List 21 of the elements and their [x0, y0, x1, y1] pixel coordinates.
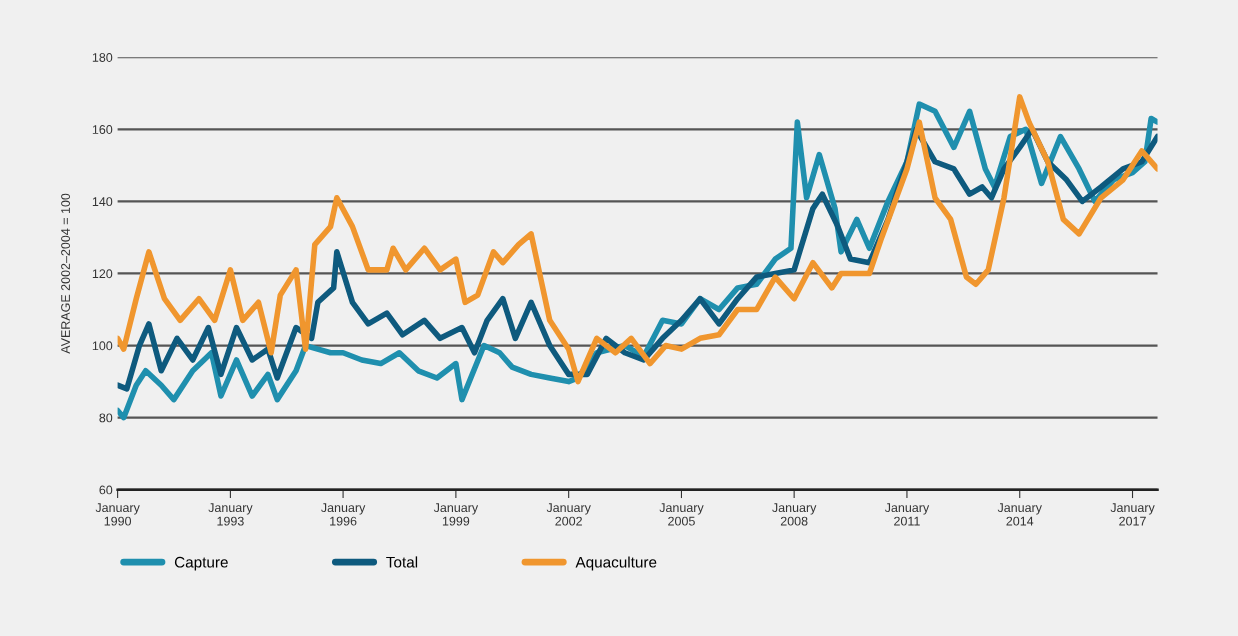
y-tick-label: 120	[92, 269, 113, 279]
x-tick-label: January 1993	[208, 503, 253, 526]
y-tick-label: 100	[92, 341, 113, 351]
y-tick-label: 140	[92, 197, 113, 207]
legend-label: Aquaculture	[575, 556, 657, 571]
x-tick-label: January 2014	[997, 503, 1042, 526]
x-tick-label: January 2017	[1110, 503, 1155, 526]
y-tick-label: 160	[92, 125, 113, 134]
legend-label: Capture	[174, 556, 228, 571]
x-tick-label: January 1996	[321, 503, 366, 526]
x-tick-label: January 1999	[433, 503, 479, 526]
x-tick-label: January 2002	[546, 503, 591, 526]
x-tick-label: January 2011	[884, 503, 930, 526]
y-axis-title: AVERAGE 2002–2004 = 100	[61, 193, 70, 354]
x-tick-label: January 1990	[95, 503, 140, 526]
x-tick-label: January 2005	[659, 503, 704, 526]
y-tick-label: 80	[99, 413, 113, 423]
y-tick-label: 180	[92, 53, 113, 62]
x-tick-label: January 2008	[772, 503, 817, 526]
legend-label: Total	[386, 556, 418, 568]
y-tick-label: 60	[99, 485, 113, 495]
